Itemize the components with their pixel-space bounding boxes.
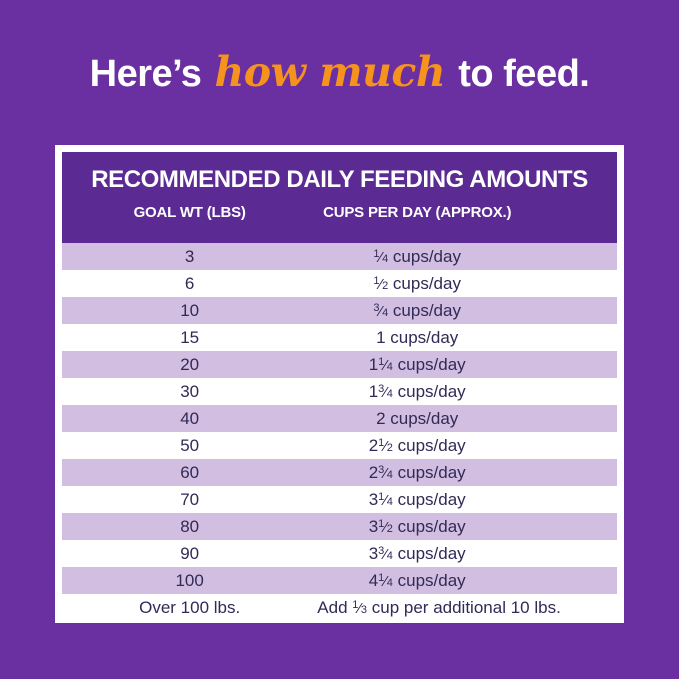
- cups-cell: 31⁄2 cups/day: [368, 516, 466, 536]
- goal-wt-cell: 40: [180, 408, 200, 428]
- cups-cell: 2 cups/day: [376, 408, 459, 428]
- cups-cell: 33⁄4 cups/day: [368, 543, 466, 563]
- goal-wt-cell: 10: [180, 300, 200, 320]
- table-row: 3 1⁄4 cups/day: [62, 243, 617, 270]
- table-row: Over 100 lbs. Add 1⁄3 cup per additional …: [62, 594, 617, 621]
- table-row: 40 2 cups/day: [62, 405, 617, 432]
- goal-wt-cell: Over 100 lbs.: [139, 597, 241, 617]
- cups-cell: 31⁄4 cups/day: [368, 489, 466, 509]
- page-title-highlight: how much: [214, 48, 446, 96]
- table-row: 50 21⁄2 cups/day: [62, 432, 617, 459]
- cups-cell: 13⁄4 cups/day: [368, 381, 466, 401]
- cups-cell: 3⁄4 cups/day: [373, 300, 461, 320]
- cups-cell: 21⁄2 cups/day: [368, 435, 466, 455]
- table-row: 30 13⁄4 cups/day: [62, 378, 617, 405]
- goal-wt-cell: 3: [184, 246, 195, 266]
- feeding-table-rows: 3 1⁄4 cups/day 6 1⁄2 cups/day 10 3⁄4 cups/day…: [62, 243, 617, 621]
- goal-wt-cell: 80: [180, 516, 200, 536]
- goal-wt-cell: 100: [175, 570, 204, 590]
- goal-wt-cell: 50: [180, 435, 200, 455]
- goal-wt-cell: 90: [180, 543, 200, 563]
- table-header: RECOMMENDED DAILY FEEDING AMOUNTS GOAL W…: [62, 152, 617, 243]
- cups-cell: 1⁄4 cups/day: [373, 246, 461, 266]
- page-title-suffix: to feed.: [448, 53, 590, 95]
- cups-cell: Add 1⁄3 cup per additional 10 lbs.: [317, 597, 561, 617]
- table-row: 10 3⁄4 cups/day: [62, 297, 617, 324]
- column-header-cups: CUPS PER DAY (APPROX.): [323, 204, 512, 221]
- column-header-spacer: [517, 204, 617, 221]
- cups-cell: 23⁄4 cups/day: [368, 462, 466, 482]
- table-row: 20 11⁄4 cups/day: [62, 351, 617, 378]
- table-title: RECOMMENDED DAILY FEEDING AMOUNTS: [91, 166, 588, 193]
- page-title: Here’s how much to feed.: [0, 48, 679, 96]
- goal-wt-cell: 15: [180, 327, 200, 347]
- column-header-row: GOAL WT (LBS) CUPS PER DAY (APPROX.): [62, 204, 617, 221]
- table-row: 80 31⁄2 cups/day: [62, 513, 617, 540]
- table-row: 6 1⁄2 cups/day: [62, 270, 617, 297]
- goal-wt-cell: 20: [180, 354, 200, 374]
- table-row: 70 31⁄4 cups/day: [62, 486, 617, 513]
- cups-cell: 11⁄4 cups/day: [368, 354, 466, 374]
- table-row: 15 1 cups/day: [62, 324, 617, 351]
- goal-wt-cell: 60: [180, 462, 200, 482]
- table-row: 100 41⁄4 cups/day: [62, 567, 617, 594]
- goal-wt-cell: 70: [180, 489, 200, 509]
- column-header-goal-wt: GOAL WT (LBS): [133, 204, 246, 221]
- table-row: 60 23⁄4 cups/day: [62, 459, 617, 486]
- cups-cell: 1 cups/day: [376, 327, 459, 347]
- cups-cell: 41⁄4 cups/day: [368, 570, 466, 590]
- table-row: 90 33⁄4 cups/day: [62, 540, 617, 567]
- feeding-card: RECOMMENDED DAILY FEEDING AMOUNTS GOAL W…: [55, 145, 624, 623]
- goal-wt-cell: 6: [184, 273, 195, 293]
- cups-cell: 1⁄2 cups/day: [373, 273, 461, 293]
- goal-wt-cell: 30: [180, 381, 200, 401]
- page-title-prefix: Here’s: [89, 53, 212, 95]
